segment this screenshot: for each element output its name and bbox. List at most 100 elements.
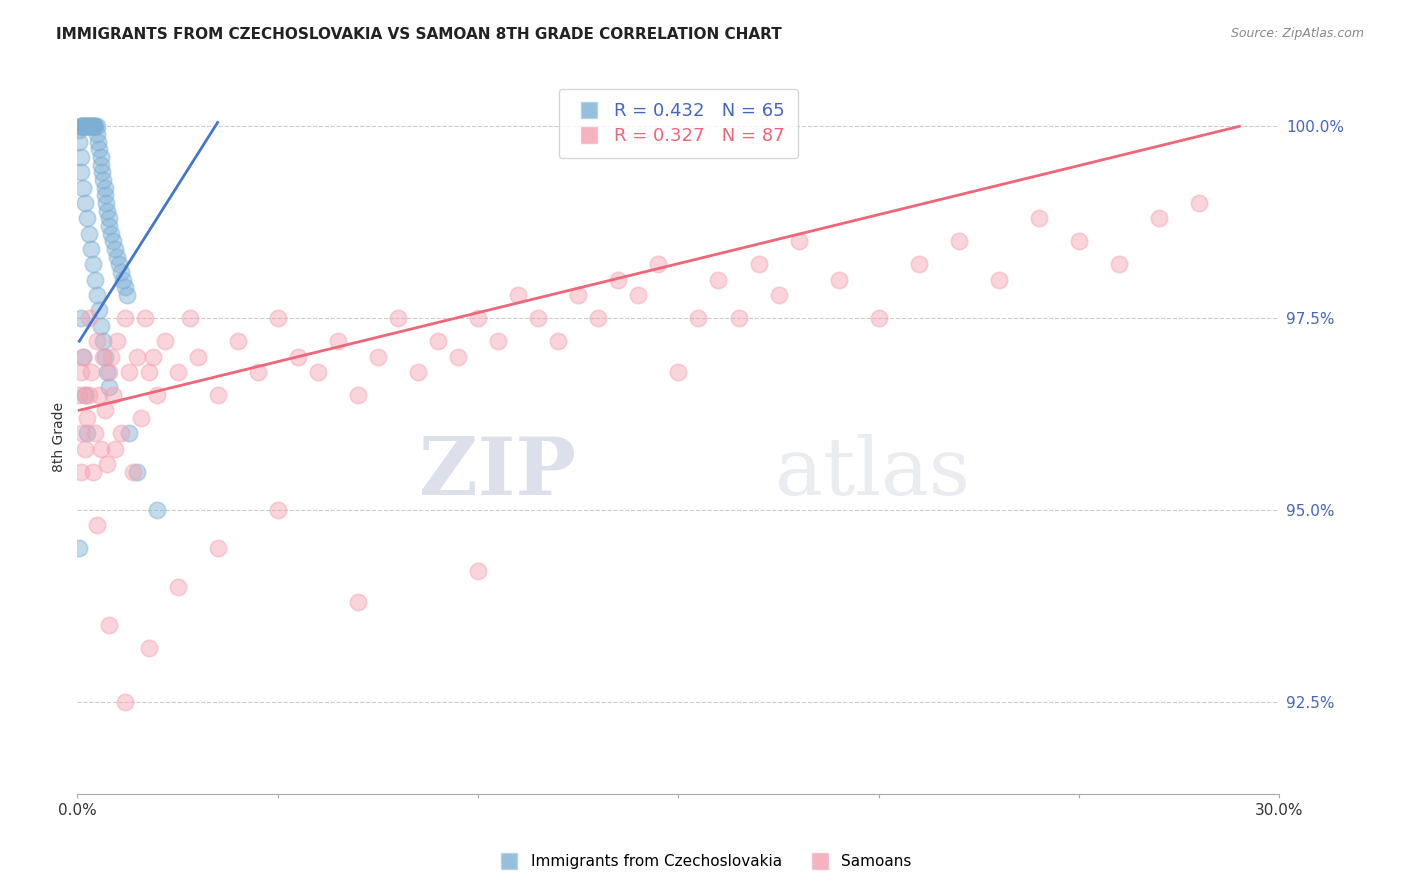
Point xyxy=(118,426,141,441)
Point xyxy=(79,227,101,241)
Point xyxy=(82,120,104,134)
Point xyxy=(134,311,156,326)
Point xyxy=(787,235,810,249)
Point xyxy=(67,388,90,402)
Point xyxy=(93,334,115,348)
Point xyxy=(73,388,96,402)
Point xyxy=(69,365,91,379)
Point xyxy=(70,426,93,441)
Point xyxy=(79,388,101,402)
Point xyxy=(86,120,108,134)
Point xyxy=(80,242,103,256)
Point xyxy=(347,388,370,402)
Point xyxy=(94,188,117,202)
Text: ZIP: ZIP xyxy=(419,434,576,512)
Point xyxy=(98,380,121,394)
Point xyxy=(131,410,153,425)
Point xyxy=(84,120,107,134)
Point xyxy=(447,350,470,364)
Point xyxy=(138,641,160,656)
Point xyxy=(79,120,101,134)
Point xyxy=(107,250,129,264)
Point xyxy=(84,426,107,441)
Point xyxy=(90,442,112,456)
Point xyxy=(207,388,229,402)
Point xyxy=(73,120,96,134)
Point xyxy=(98,618,121,632)
Point xyxy=(114,311,136,326)
Y-axis label: 8th Grade: 8th Grade xyxy=(52,402,66,472)
Point xyxy=(387,311,409,326)
Point xyxy=(547,334,569,348)
Point xyxy=(97,211,120,226)
Point xyxy=(76,426,98,441)
Point xyxy=(104,242,127,256)
Point xyxy=(226,334,249,348)
Legend: R = 0.432   N = 65, R = 0.327   N = 87: R = 0.432 N = 65, R = 0.327 N = 87 xyxy=(560,88,797,158)
Point xyxy=(727,311,749,326)
Point xyxy=(267,311,290,326)
Point xyxy=(72,180,94,194)
Point xyxy=(486,334,509,348)
Text: Source: ZipAtlas.com: Source: ZipAtlas.com xyxy=(1230,27,1364,40)
Point xyxy=(96,196,118,211)
Point xyxy=(868,311,890,326)
Point xyxy=(467,311,489,326)
Point xyxy=(668,365,690,379)
Point xyxy=(96,203,118,218)
Point xyxy=(347,595,370,609)
Point xyxy=(1188,196,1211,211)
Point xyxy=(98,365,121,379)
Point xyxy=(110,265,132,279)
Point xyxy=(627,288,650,302)
Point xyxy=(166,580,188,594)
Point xyxy=(768,288,790,302)
Point xyxy=(1149,211,1171,226)
Point xyxy=(142,350,165,364)
Point xyxy=(155,334,177,348)
Point xyxy=(83,120,105,134)
Point xyxy=(1028,211,1050,226)
Point xyxy=(79,120,101,134)
Point xyxy=(70,120,93,134)
Point xyxy=(67,135,90,149)
Point xyxy=(166,365,188,379)
Point xyxy=(100,227,122,241)
Point xyxy=(91,165,114,179)
Point xyxy=(82,465,104,479)
Point xyxy=(67,541,90,556)
Point xyxy=(588,311,610,326)
Point xyxy=(76,410,98,425)
Point xyxy=(1069,235,1091,249)
Point xyxy=(508,288,530,302)
Point xyxy=(647,257,669,271)
Point xyxy=(104,442,127,456)
Point xyxy=(127,350,149,364)
Point xyxy=(93,350,115,364)
Point xyxy=(94,403,117,417)
Point xyxy=(80,120,103,134)
Point xyxy=(67,123,90,137)
Point xyxy=(179,311,201,326)
Point xyxy=(114,280,136,294)
Point xyxy=(127,465,149,479)
Point xyxy=(118,365,141,379)
Point xyxy=(187,350,209,364)
Point xyxy=(287,350,309,364)
Point xyxy=(988,273,1011,287)
Point xyxy=(108,257,131,271)
Point xyxy=(100,350,122,364)
Point xyxy=(75,120,97,134)
Point xyxy=(207,541,229,556)
Point xyxy=(82,120,104,134)
Point xyxy=(90,158,112,172)
Point xyxy=(70,165,93,179)
Point xyxy=(96,457,118,471)
Point xyxy=(107,334,129,348)
Point xyxy=(80,365,103,379)
Text: IMMIGRANTS FROM CZECHOSLOVAKIA VS SAMOAN 8TH GRADE CORRELATION CHART: IMMIGRANTS FROM CZECHOSLOVAKIA VS SAMOAN… xyxy=(56,27,782,42)
Point xyxy=(86,288,108,302)
Point xyxy=(367,350,389,364)
Point xyxy=(246,365,269,379)
Point xyxy=(76,211,98,226)
